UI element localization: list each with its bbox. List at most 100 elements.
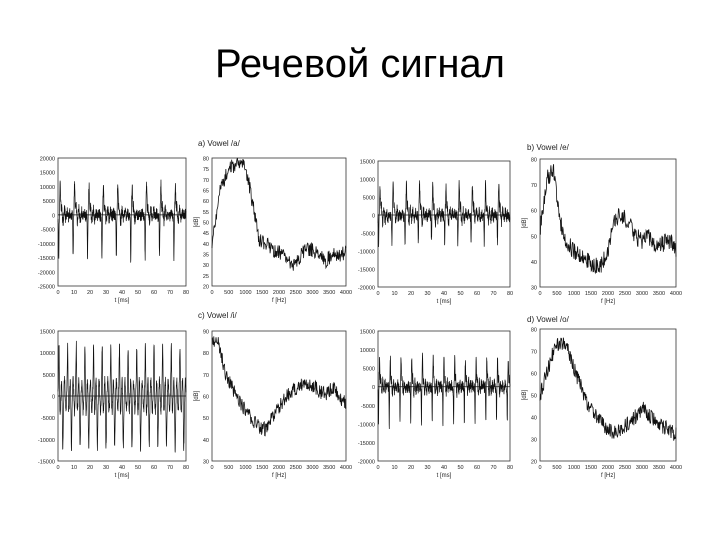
waveform-ytick-label: 0 (372, 214, 375, 220)
waveform-ytick-label: -25000 (38, 285, 55, 291)
waveform-xlabel: t [ms] (115, 473, 130, 479)
waveform-ytick-label: 20000 (40, 157, 55, 163)
spectrum-ytick-label: 80 (203, 351, 209, 357)
spectrum-ytick-label: 25 (203, 274, 209, 280)
waveform-frame (377, 160, 511, 288)
waveform-ytick-label: -20000 (358, 286, 375, 292)
spectrum-ytick-label: 35 (203, 253, 209, 259)
waveform-ytick-label: 15000 (360, 160, 375, 166)
waveform-ytick-label: 15000 (40, 330, 55, 336)
spectrum-xtick-label: 1000 (568, 291, 580, 297)
spectrum-line (539, 337, 677, 441)
waveform-line (57, 179, 187, 263)
spectrum-ytick-label: 70 (203, 178, 209, 184)
waveform-xtick-label: 20 (408, 465, 414, 471)
spectrum-ylabel: [dB] (522, 217, 528, 228)
waveform-line (377, 352, 511, 430)
waveform-xtick-label: 60 (151, 290, 157, 296)
spectrum-xtick-label: 500 (224, 290, 233, 296)
spectrum-ytick-label: 30 (203, 460, 209, 466)
spectrum-xtick-label: 1000 (239, 465, 251, 471)
spectrum-ytick-label: 70 (531, 183, 537, 189)
spectrum-xtick-label: 1000 (568, 465, 580, 471)
spectrum-xtick-label: 1000 (239, 290, 251, 296)
spectrum-ytick-label: 50 (531, 234, 537, 240)
vowel-panel-1: a) Vowel /a/20000150001000050000-5000-10… (38, 139, 352, 304)
spectrum-xtick-label: 2000 (602, 465, 614, 471)
waveform-xtick-label: 40 (441, 465, 447, 471)
waveform-xtick-label: 10 (391, 465, 397, 471)
spectrum-xtick-label: 3000 (636, 291, 648, 297)
waveform-xtick-label: 10 (391, 291, 397, 297)
spectrum-ylabel: [dB] (194, 216, 200, 227)
vowel-panel-3: c) Vowel /i/150001000050000-5000-10000-1… (38, 311, 352, 479)
spectrum-xtick-label: 3000 (306, 465, 318, 471)
spectrum-xtick-label: 3500 (323, 465, 335, 471)
spectrum-xlabel: f [Hz] (272, 473, 286, 479)
spectrum-ytick-label: 80 (531, 158, 537, 164)
waveform-xtick-label: 40 (119, 465, 125, 471)
waveform-ytick-label: 10000 (360, 348, 375, 354)
waveform-xtick-label: 10 (71, 290, 77, 296)
waveform-line (377, 180, 511, 248)
waveform-frame (377, 330, 511, 462)
waveform-xtick-label: 30 (424, 291, 430, 297)
panel-caption: d) Vowel /o/ (527, 315, 570, 324)
spectrum-xtick-label: 2000 (273, 465, 285, 471)
spectrum-ytick-label: 45 (203, 231, 209, 237)
spectrum-ytick-label: 70 (531, 350, 537, 356)
waveform-xtick-label: 20 (87, 465, 93, 471)
waveform-xtick-label: 80 (507, 465, 513, 471)
spectrum-xtick-label: 500 (224, 465, 233, 471)
waveform-xtick-label: 80 (183, 290, 189, 296)
spectrum-xtick-label: 0 (538, 291, 541, 297)
spectrum-xtick-label: 4000 (340, 290, 352, 296)
waveform-ytick-label: -10000 (358, 422, 375, 428)
waveform-xtick-label: 20 (408, 291, 414, 297)
waveform-xtick-label: 0 (376, 291, 379, 297)
waveform-xtick-label: 40 (119, 290, 125, 296)
waveform-ytick-label: 5000 (363, 196, 375, 202)
spectrum-ytick-label: 90 (203, 330, 209, 336)
spectrum-ylabel: [dB] (194, 390, 200, 401)
spectrum-ytick-label: 50 (203, 416, 209, 422)
waveform-ytick-label: -20000 (358, 460, 375, 466)
spectrum-ytick-label: 80 (203, 157, 209, 163)
spectrum-xtick-label: 3000 (636, 465, 648, 471)
spectrum-ytick-label: 60 (203, 199, 209, 205)
waveform-xtick-label: 80 (507, 291, 513, 297)
waveform-xtick-label: 0 (56, 290, 59, 296)
waveform-ytick-label: -15000 (358, 441, 375, 447)
waveform-ytick-label: 10000 (360, 178, 375, 184)
spectrum-ytick-label: 55 (203, 210, 209, 216)
waveform-xtick-label: 70 (490, 291, 496, 297)
waveform-ytick-label: -10000 (38, 438, 55, 444)
vowel-panel-2: b) Vowel /e/150001000050000-5000-10000-1… (358, 143, 682, 305)
spectrum-xtick-label: 2500 (290, 465, 302, 471)
spectrum-xtick-label: 2500 (619, 291, 631, 297)
waveform-ytick-label: -10000 (358, 250, 375, 256)
spectrum-ytick-label: 60 (531, 372, 537, 378)
waveform-xtick-label: 20 (87, 290, 93, 296)
waveform-ytick-label: 0 (52, 213, 55, 219)
waveform-ytick-label: -5000 (361, 232, 375, 238)
spectrum-xtick-label: 1500 (585, 291, 597, 297)
waveform-ytick-label: 0 (372, 385, 375, 391)
spectrum-xtick-label: 3500 (323, 290, 335, 296)
waveform-xtick-label: 60 (474, 465, 480, 471)
panel-caption: c) Vowel /i/ (198, 311, 237, 320)
waveform-xtick-label: 70 (167, 465, 173, 471)
waveform-ytick-label: 15000 (360, 330, 375, 336)
spectrum-ytick-label: 75 (203, 167, 209, 173)
waveform-xtick-label: 30 (424, 465, 430, 471)
spectrum-frame (211, 330, 347, 462)
waveform-ytick-label: -5000 (41, 416, 55, 422)
waveform-line (57, 340, 187, 453)
waveform-ytick-label: 5000 (43, 199, 55, 205)
spectrum-frame (211, 157, 347, 287)
spectrum-xtick-label: 2500 (619, 465, 631, 471)
waveform-xlabel: t [ms] (437, 473, 452, 479)
vowel-panel-4: d) Vowel /o/150001000050000-5000-10000-1… (358, 315, 682, 479)
waveform-xtick-label: 50 (457, 291, 463, 297)
